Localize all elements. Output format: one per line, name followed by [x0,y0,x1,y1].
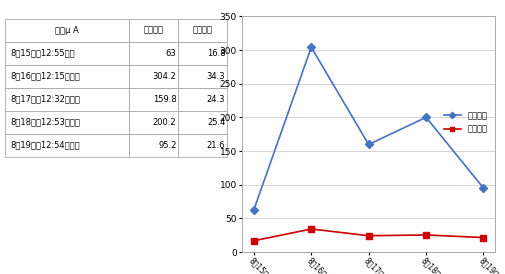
太陽電池 [366,234,372,237]
太陽電池 [480,236,486,239]
ホロ電池 [480,186,486,190]
ホロ電池 [251,208,257,211]
太陽電池 [308,227,314,231]
ホロ電池 [366,143,372,146]
ホロ電池 [423,116,429,119]
Line: ホロ電池: ホロ電池 [251,44,486,212]
ホロ電池 [308,46,314,49]
Line: 太陽電池: 太陽電池 [251,226,486,244]
太陽電池 [251,239,257,242]
Legend: ホロ電池, 太陽電池: ホロ電池, 太陽電池 [441,108,491,137]
太陽電池 [423,233,429,237]
